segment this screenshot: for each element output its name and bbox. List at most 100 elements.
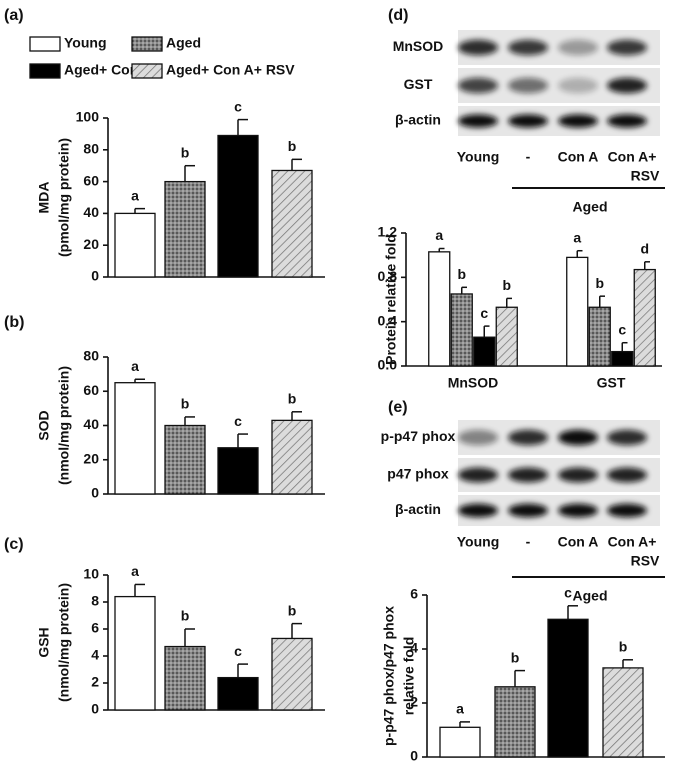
legend-swatch	[29, 63, 61, 79]
y-axis-label: Protein relative fold	[383, 234, 399, 365]
bar	[217, 676, 259, 711]
blot-band	[558, 39, 598, 56]
bar	[271, 169, 313, 278]
y-tick-label: 60	[83, 172, 99, 188]
error-bar	[134, 378, 145, 383]
blot-band	[558, 429, 598, 446]
blot-band	[458, 429, 498, 446]
y-axis-label: (nmol/mg protein)	[56, 583, 72, 702]
panel-label: (d)	[388, 7, 408, 24]
legend-label: Aged+ Con A+ RSV	[166, 62, 295, 78]
significance-label: a	[131, 358, 139, 374]
significance-label: b	[502, 277, 511, 293]
blot-band	[458, 77, 498, 94]
y-axis-label: (pmol/mg protein)	[56, 138, 72, 257]
y-tick-label: 0	[91, 701, 99, 717]
error-bar	[291, 158, 302, 171]
bar	[164, 645, 206, 711]
y-tick-label: 0.0	[378, 357, 398, 373]
bar	[114, 212, 156, 278]
significance-label: b	[595, 275, 604, 291]
x-tick-label: MnSOD	[448, 375, 499, 391]
significance-label: c	[234, 413, 242, 429]
error-bar	[184, 416, 195, 426]
significance-label: c	[234, 643, 242, 659]
y-tick-label: 8	[91, 593, 99, 609]
significance-label: c	[618, 321, 626, 337]
y-tick-label: 4	[410, 640, 418, 656]
significance-label: c	[564, 585, 572, 601]
blot-band	[508, 503, 548, 518]
error-bar	[622, 659, 633, 668]
bar	[164, 424, 206, 495]
y-tick-label: 20	[83, 450, 99, 466]
y-tick-label: 2	[91, 674, 99, 690]
bar	[164, 180, 206, 278]
blot-row-label: β-actin	[395, 112, 441, 128]
panel-label: (a)	[4, 7, 24, 24]
error-bar	[459, 721, 470, 728]
bar	[588, 306, 611, 367]
y-tick-label: 80	[83, 141, 99, 157]
blot-band	[508, 467, 548, 483]
legend-label: Young	[64, 35, 107, 51]
legend-swatch	[29, 36, 61, 52]
y-tick-label: 80	[83, 348, 99, 364]
significance-label: b	[457, 266, 466, 282]
bar	[439, 726, 481, 758]
significance-label: a	[573, 229, 581, 245]
blot-band	[607, 429, 647, 446]
bar	[271, 637, 313, 711]
panel-label: (e)	[388, 399, 408, 416]
legend-label: Aged	[166, 35, 201, 51]
panel-label: (b)	[4, 314, 24, 331]
y-tick-label: 1.2	[378, 224, 398, 240]
y-tick-label: 0	[91, 268, 99, 284]
significance-label: a	[131, 187, 139, 203]
lane-label: Con A+	[608, 149, 657, 165]
blot-row-label: p-p47 phox	[381, 428, 456, 444]
error-bar	[621, 341, 628, 352]
error-bar	[134, 207, 145, 214]
blot-band	[607, 77, 647, 94]
error-bar	[483, 325, 490, 338]
blot-row-label: MnSOD	[393, 38, 444, 54]
lane-label: Con A	[558, 149, 599, 165]
significance-label: b	[619, 639, 628, 655]
y-tick-label: 0	[410, 748, 418, 764]
y-axis-label: MDA	[36, 182, 52, 214]
group-label: Aged	[573, 199, 608, 215]
error-bar	[237, 663, 248, 678]
significance-label: b	[181, 396, 190, 412]
legend-swatch	[131, 36, 163, 52]
y-axis-label: SOD	[36, 410, 52, 440]
error-bar	[514, 669, 525, 687]
lane-label: RSV	[631, 168, 660, 184]
error-bar	[576, 249, 583, 258]
lane-label: Young	[457, 149, 500, 165]
error-bar	[184, 628, 195, 647]
lane-label: -	[526, 534, 531, 550]
blot-band	[458, 467, 498, 483]
significance-label: c	[480, 305, 488, 321]
blot-band	[558, 503, 598, 518]
blot-band	[607, 503, 647, 518]
blot-row-label: p47 phox	[387, 466, 449, 482]
y-axis-label: (nmol/mg protein)	[56, 366, 72, 485]
significance-label: b	[288, 391, 297, 407]
blot-band	[508, 114, 548, 128]
error-bar	[599, 295, 605, 308]
error-bar	[506, 297, 512, 308]
significance-label: a	[456, 701, 464, 717]
legend-swatch	[131, 63, 163, 79]
y-tick-label: 6	[91, 620, 99, 636]
y-tick-label: 10	[83, 566, 99, 582]
bar	[611, 350, 634, 367]
y-tick-label: 0.4	[378, 312, 398, 328]
bar	[473, 336, 496, 367]
y-tick-label: 0.8	[378, 268, 398, 284]
significance-label: b	[181, 608, 190, 624]
blot-band	[508, 429, 548, 446]
blot-band	[508, 77, 548, 94]
